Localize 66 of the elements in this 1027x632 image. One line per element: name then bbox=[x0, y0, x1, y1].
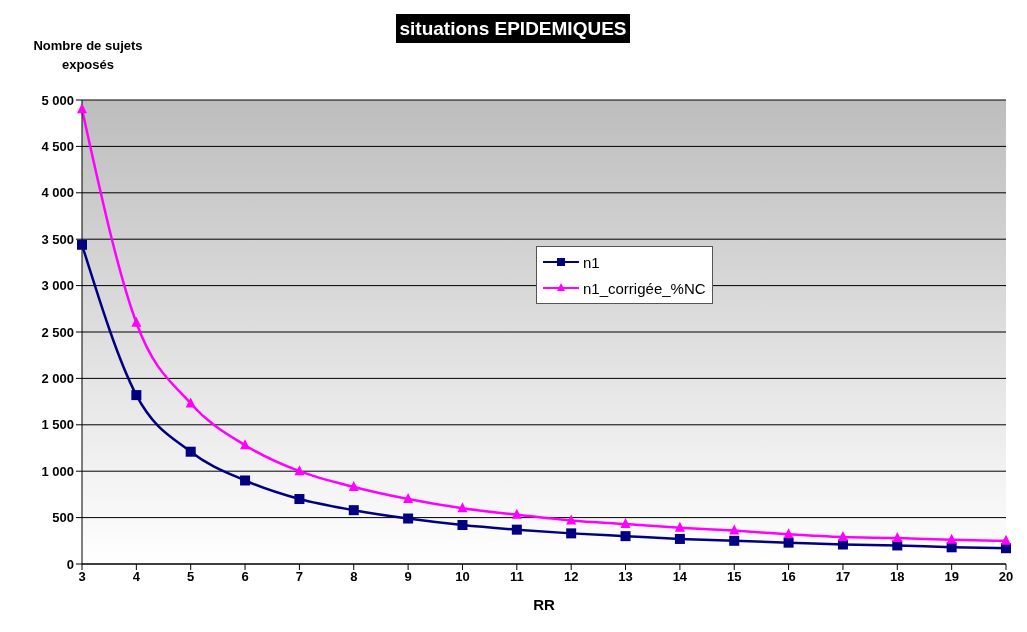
y-tick-label: 4 500 bbox=[41, 139, 74, 155]
y-tick-label: 2 500 bbox=[41, 324, 74, 340]
x-tick-label: 6 bbox=[241, 569, 249, 585]
y-tick-label: 1 000 bbox=[41, 463, 74, 479]
legend-label: n1_corrigée_%NC bbox=[583, 279, 706, 297]
x-axis-title: RR bbox=[533, 596, 555, 613]
y-axis-title: Nombre de sujets exposés bbox=[32, 37, 144, 74]
point bbox=[674, 521, 685, 532]
y-tick-label: 3 000 bbox=[41, 278, 74, 294]
x-tick-label: 9 bbox=[404, 569, 412, 585]
point bbox=[294, 494, 305, 505]
point bbox=[240, 475, 251, 486]
x-tick-label: 14 bbox=[672, 569, 688, 585]
x-tick-label: 4 bbox=[132, 569, 141, 585]
y-tick-label: 1 500 bbox=[41, 417, 74, 433]
x-tick-label: 17 bbox=[835, 569, 851, 585]
point bbox=[511, 524, 522, 535]
x-tick-label: 16 bbox=[781, 569, 796, 585]
legend-label: n1 bbox=[583, 253, 600, 271]
x-tick-label: 13 bbox=[618, 569, 633, 585]
point bbox=[294, 465, 305, 476]
point bbox=[729, 535, 740, 546]
point bbox=[674, 533, 685, 544]
point bbox=[837, 539, 848, 550]
x-tick-label: 10 bbox=[455, 569, 470, 585]
x-tick-label: 11 bbox=[509, 569, 524, 585]
x-tick-label: 15 bbox=[727, 569, 742, 585]
point bbox=[946, 533, 957, 544]
point bbox=[620, 531, 631, 542]
point bbox=[457, 502, 468, 513]
point bbox=[131, 316, 142, 327]
x-tick-label: 20 bbox=[998, 569, 1014, 585]
point bbox=[240, 439, 251, 450]
point bbox=[783, 537, 794, 548]
point bbox=[566, 528, 577, 539]
y-tick-label: 3 500 bbox=[41, 231, 74, 247]
point bbox=[131, 390, 142, 401]
x-tick-label: 8 bbox=[350, 569, 358, 585]
point bbox=[403, 513, 414, 524]
chart-title: situations EPIDEMIQUES bbox=[395, 14, 631, 43]
x-tick-label: 18 bbox=[890, 569, 905, 585]
point bbox=[348, 480, 359, 491]
point bbox=[511, 508, 522, 519]
y-tick-label: 4 000 bbox=[41, 185, 74, 201]
point bbox=[77, 103, 87, 114]
point bbox=[403, 493, 414, 504]
y-tick-label: 5 000 bbox=[41, 92, 74, 108]
point bbox=[185, 397, 196, 408]
y-tick-label: 0 bbox=[66, 556, 74, 572]
x-tick-label: 5 bbox=[187, 569, 195, 585]
point bbox=[566, 514, 577, 525]
y-tick-label: 2 000 bbox=[41, 371, 74, 387]
x-tick-label: 3 bbox=[78, 569, 86, 585]
point bbox=[1001, 534, 1011, 545]
point bbox=[729, 524, 740, 535]
point bbox=[783, 528, 794, 539]
point bbox=[457, 520, 468, 531]
point bbox=[620, 518, 631, 529]
point bbox=[185, 446, 196, 457]
point bbox=[837, 531, 848, 542]
x-tick-label: 7 bbox=[295, 569, 304, 585]
x-tick-label: 19 bbox=[944, 569, 959, 585]
point bbox=[892, 532, 903, 543]
x-tick-label: 12 bbox=[563, 569, 579, 585]
point bbox=[348, 505, 359, 516]
y-tick-label: 500 bbox=[52, 510, 74, 526]
